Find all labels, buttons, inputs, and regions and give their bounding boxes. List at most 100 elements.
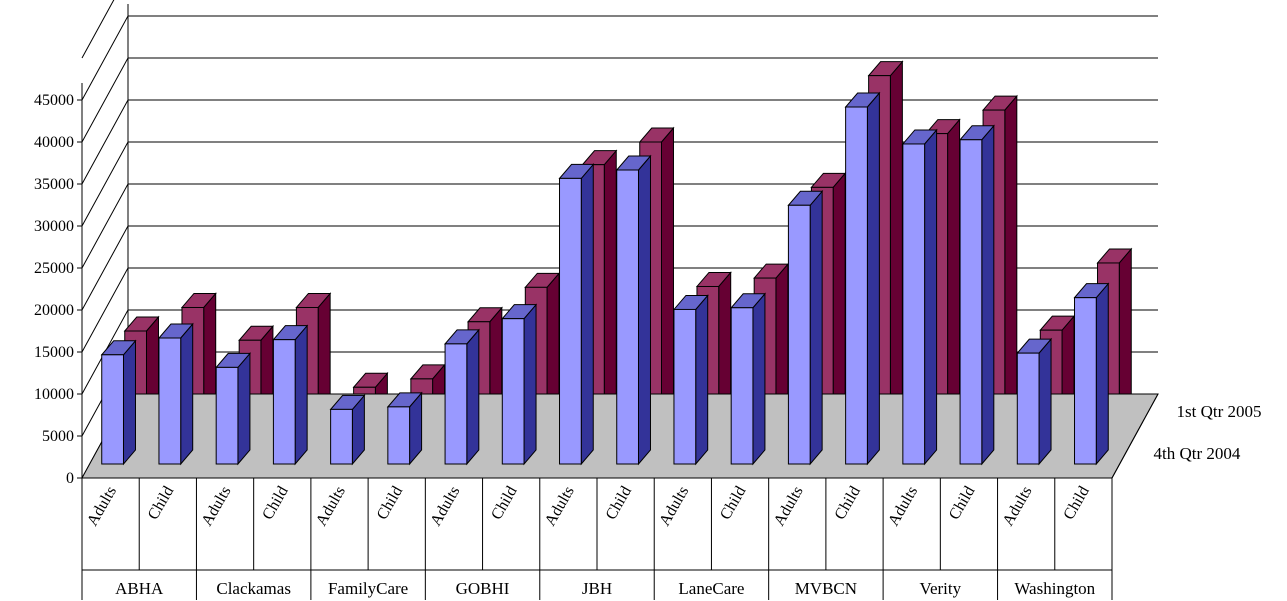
bar-side: [695, 294, 709, 466]
x-group-label-washington: Washington: [1014, 579, 1095, 598]
x-sub-label-familycare-child: Child: [374, 484, 407, 523]
x-group-label-familycare: FamilyCare: [328, 579, 408, 598]
bar-4th-qtr-2004-washington-child: [1073, 282, 1110, 466]
bar-side: [809, 189, 823, 466]
bar-side: [924, 128, 938, 466]
y-tick-label: 40000: [34, 134, 74, 151]
x-sub-label-abha-adults: Adults: [84, 484, 120, 529]
bar-4th-qtr-2004-mvbcn-adults: [787, 189, 824, 466]
bar-side: [947, 118, 961, 438]
side-gridline: [81, 0, 115, 59]
side-gridline: [81, 225, 129, 311]
bar-front: [387, 406, 411, 465]
bar-front: [959, 139, 983, 465]
x-sub-label-verity-adults: Adults: [885, 484, 921, 529]
x-group-label-lanecare: LaneCare: [678, 579, 744, 598]
y-tick-label: 10000: [34, 386, 74, 403]
bar-side: [1038, 337, 1052, 466]
bar-side: [466, 328, 480, 466]
bar-4th-qtr-2004-abha-adults: [100, 339, 137, 466]
x-sub-label-washington-adults: Adults: [1000, 484, 1036, 529]
x-sub-label-lanecare-adults: Adults: [656, 484, 692, 529]
x-sub-label-mvbcn-child: Child: [831, 484, 864, 523]
bar-side: [981, 124, 995, 466]
bar-4th-qtr-2004-verity-child: [958, 124, 995, 466]
bar-side: [889, 60, 903, 438]
x-sub-label-jbh-adults: Adults: [542, 484, 578, 529]
bar-4th-qtr-2004-clackamas-child: [272, 324, 309, 466]
bar-side: [580, 163, 594, 466]
bar-front: [845, 106, 868, 465]
x-sub-label-lanecare-child: Child: [717, 484, 750, 523]
series-4th-qtr-2004-bars: [100, 91, 1110, 466]
bar-side: [637, 154, 651, 466]
bar-4th-qtr-2004-gobhi-adults: [443, 328, 480, 466]
x-sub-label-washington-child: Child: [1060, 484, 1093, 523]
side-gridline: [81, 141, 129, 227]
y-tick-label: 0: [66, 470, 74, 487]
bar-front: [1074, 297, 1097, 465]
x-sub-label-familycare-adults: Adults: [313, 484, 349, 529]
bar-side: [1004, 94, 1018, 438]
bar-4th-qtr-2004-verity-adults: [901, 128, 938, 466]
x-sub-label-jbh-child: Child: [603, 484, 636, 523]
bar-front: [787, 204, 811, 465]
bar-front: [272, 339, 296, 465]
y-tick-label: 30000: [34, 218, 74, 235]
bar-side: [294, 324, 308, 466]
series-label-4th-qtr-2004: 4th Qtr 2004: [1154, 444, 1241, 463]
bar-4th-qtr-2004-washington-adults: [1016, 337, 1053, 466]
bar-front: [559, 177, 582, 465]
bar-front: [730, 307, 754, 465]
x-sub-label-gobhi-adults: Adults: [427, 484, 463, 529]
bar-front: [1016, 352, 1040, 465]
bar-4th-qtr-2004-familycare-adults: [329, 394, 366, 466]
x-sub-label-clackamas-adults: Adults: [198, 484, 234, 529]
bar-4th-qtr-2004-lanecare-adults: [672, 294, 709, 466]
x-sub-label-abha-child: Child: [145, 484, 178, 523]
bar-side: [523, 303, 537, 466]
y-tick-label: 5000: [42, 428, 74, 445]
x-sub-label-verity-child: Child: [946, 484, 979, 523]
x-sub-label-gobhi-child: Child: [488, 484, 521, 523]
bar-side: [180, 322, 194, 466]
bar-front: [501, 318, 525, 465]
bar-4th-qtr-2004-gobhi-child: [501, 303, 538, 466]
x-group-label-clackamas: Clackamas: [216, 579, 291, 598]
side-gridline: [81, 15, 129, 101]
y-tick-label: 45000: [34, 92, 74, 109]
bar-side: [122, 339, 136, 466]
bar-side: [660, 126, 674, 438]
side-gridline: [81, 267, 129, 353]
bar-4th-qtr-2004-mvbcn-child: [844, 91, 881, 466]
bar-side: [866, 91, 880, 466]
x-group-label-verity: Verity: [920, 579, 962, 598]
x-group-label-gobhi: GOBHI: [456, 579, 510, 598]
x-group-label-abha: ABHA: [115, 579, 164, 598]
bar-4th-qtr-2004-jbh-adults: [558, 163, 595, 466]
series-label-1st-qtr-2005: 1st Qtr 2005: [1177, 402, 1262, 421]
bar-front: [902, 143, 926, 465]
y-tick-label: 35000: [34, 176, 74, 193]
bar-front: [616, 169, 639, 465]
bar-4th-qtr-2004-clackamas-adults: [215, 352, 252, 466]
x-group-label-mvbcn: MVBCN: [795, 579, 857, 598]
bar-front: [215, 366, 239, 465]
bar-4th-qtr-2004-abha-child: [157, 322, 194, 466]
bar-4th-qtr-2004-lanecare-child: [730, 292, 767, 466]
side-gridline: [81, 99, 129, 185]
x-axis: ABHA Adults Child Clackamas Adults Child Famil…: [81, 478, 1113, 600]
bar-4th-qtr-2004-familycare-child: [386, 391, 423, 466]
side-gridline: [81, 57, 129, 143]
bar-side: [603, 149, 617, 438]
y-tick-label: 20000: [34, 302, 74, 319]
bar-side: [237, 352, 251, 466]
series-axis: 4th Qtr 2004 1st Qtr 2005: [1111, 393, 1262, 479]
series-axis-line: [1111, 393, 1159, 479]
y-axis: 0 5000 10000 15000 20000 25000 30000 35000 40000…: [34, 92, 82, 487]
bar-4th-qtr-2004-jbh-child: [615, 154, 652, 466]
x-sub-label-mvbcn-adults: Adults: [771, 484, 807, 529]
side-gridline: [81, 183, 129, 269]
y-tick-label: 15000: [34, 344, 74, 361]
